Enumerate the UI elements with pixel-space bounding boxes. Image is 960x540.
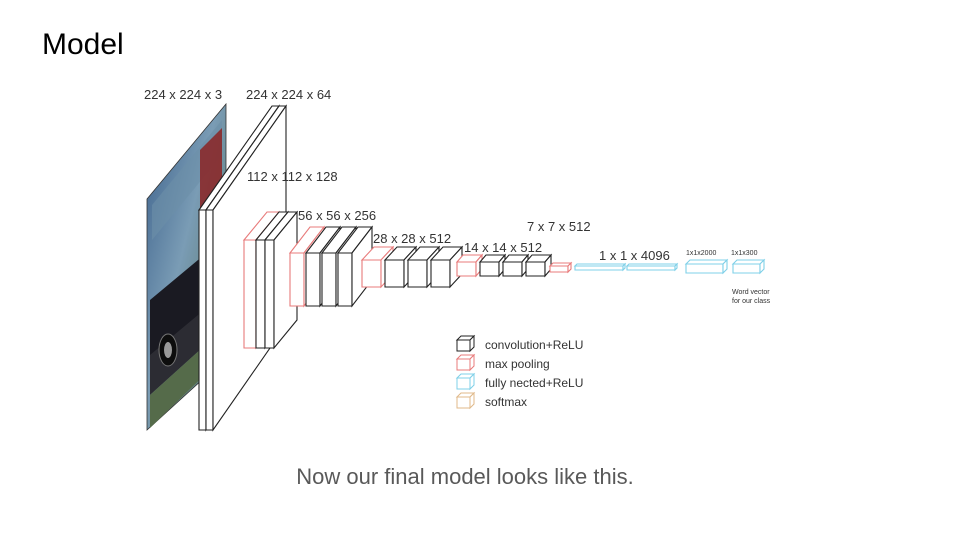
label-fc1: 1 x 1 x 4096	[599, 248, 670, 263]
legend-item-fully-connected: fully nected+ReLU	[455, 372, 583, 391]
pool5-block	[548, 261, 573, 274]
label-conv3: 56 x 56 x 256	[298, 208, 376, 223]
label-input: 224 x 224 x 3	[144, 87, 222, 102]
label-fc3: 1x1x300	[731, 250, 758, 257]
conv5-block	[455, 253, 553, 278]
legend-label-fully-connected: fully nected+ReLU	[485, 376, 583, 390]
legend-item-softmax: softmax	[455, 391, 527, 410]
label-conv4: 28 x 28 x 512	[373, 231, 451, 246]
label-conv1: 224 x 224 x 64	[246, 87, 331, 102]
slide-title: Model	[42, 28, 124, 61]
legend-label-softmax: softmax	[485, 395, 527, 409]
output-note-line1: Word vector	[732, 289, 770, 296]
label-conv5: 14 x 14 x 512	[464, 240, 542, 255]
label-pool5: 7 x 7 x 512	[527, 219, 591, 234]
conv3-block	[288, 225, 374, 308]
conv4-block	[360, 245, 464, 289]
label-conv2: 112 x 112 x 128	[247, 169, 338, 184]
conv2-block	[242, 210, 299, 350]
legend-item-max-pooling: max pooling	[455, 353, 550, 372]
legend-label-convolution: convolution+ReLU	[485, 338, 583, 352]
output-note-line2: for our class	[732, 298, 771, 305]
label-fc2: 1x1x2000	[686, 250, 716, 257]
legend-label-max-pooling: max pooling	[485, 357, 550, 371]
legend-item-convolution: convolution+ReLU	[455, 334, 583, 353]
fc-blocks	[573, 258, 766, 275]
legend: convolution+ReLU max pooling fully necte…	[455, 334, 583, 410]
slide-caption: Now our final model looks like this.	[296, 464, 634, 489]
